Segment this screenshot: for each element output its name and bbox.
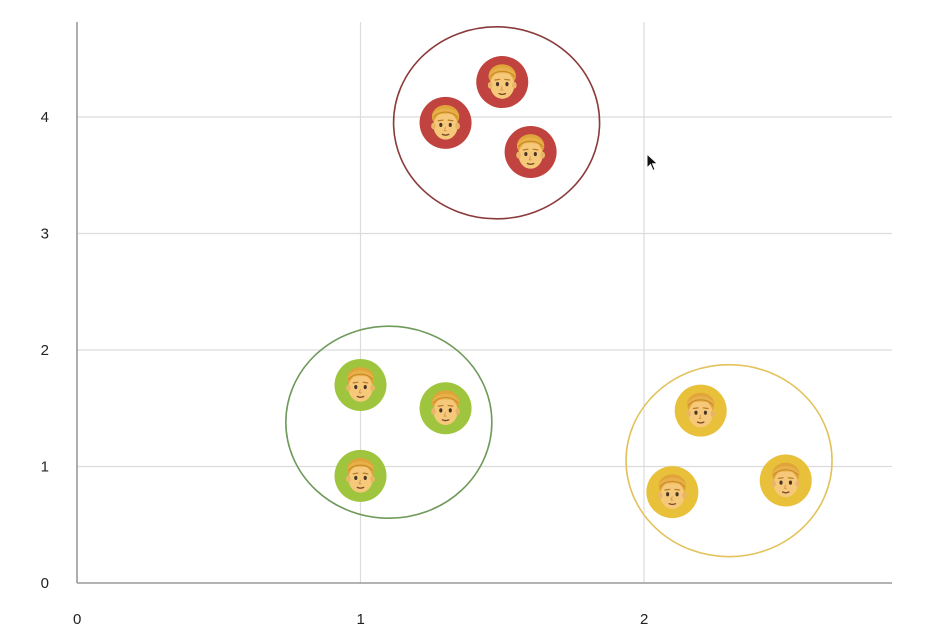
y-tick-label: 0 xyxy=(41,575,49,592)
cluster-1 xyxy=(285,325,493,520)
data-point xyxy=(646,466,699,519)
grid-layer xyxy=(77,22,892,583)
x-tick-label: 1 xyxy=(357,611,365,628)
data-point xyxy=(759,454,812,507)
data-point xyxy=(419,382,472,435)
data-point xyxy=(334,449,387,502)
cluster-boundary-circle xyxy=(625,363,833,558)
y-tick-label: 1 xyxy=(41,459,49,476)
y-tick-label: 2 xyxy=(41,342,49,359)
cluster-boundary-circle xyxy=(392,26,601,220)
cluster-boundary-circle xyxy=(285,325,493,520)
data-point xyxy=(334,358,387,411)
y-tick-label: 4 xyxy=(41,109,49,126)
data-point xyxy=(674,384,727,437)
mouse-cursor-icon xyxy=(646,153,659,172)
data-point xyxy=(476,56,529,109)
x-tick-label: 2 xyxy=(640,611,648,628)
cluster-2 xyxy=(625,363,833,558)
data-point xyxy=(504,125,557,178)
cluster-0 xyxy=(392,26,601,220)
cluster-layer xyxy=(285,26,833,558)
data-point xyxy=(419,96,472,149)
axis-layer xyxy=(76,22,892,584)
tick-labels: 0 1 2 0 1 2 3 4 xyxy=(41,109,649,628)
y-tick-label: 3 xyxy=(41,226,49,243)
x-tick-label: 0 xyxy=(73,611,81,628)
